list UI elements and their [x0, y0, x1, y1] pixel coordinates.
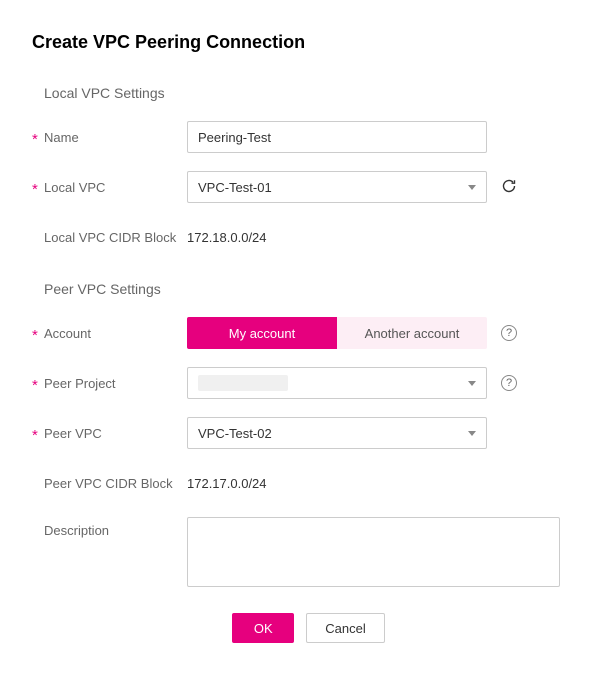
dialog-footer: OK Cancel: [32, 613, 585, 643]
label-name: * Name: [32, 130, 187, 145]
peer-project-select[interactable]: [187, 367, 487, 399]
chevron-down-icon: [468, 381, 476, 386]
peer-vpc-value: VPC-Test-02: [198, 426, 272, 441]
label-peer-vpc-text: Peer VPC: [44, 426, 102, 441]
row-name: * Name: [32, 121, 585, 153]
chevron-down-icon: [468, 185, 476, 190]
label-description: Description: [32, 517, 187, 538]
label-peer-cidr-text: Peer VPC CIDR Block: [44, 476, 173, 491]
refresh-icon[interactable]: [501, 178, 517, 197]
row-account: * Account My account Another account ?: [32, 317, 585, 349]
label-local-vpc: * Local VPC: [32, 180, 187, 195]
help-icon[interactable]: ?: [501, 325, 517, 341]
cancel-button[interactable]: Cancel: [306, 613, 384, 643]
required-icon: *: [32, 378, 44, 393]
my-account-toggle[interactable]: My account: [187, 317, 337, 349]
local-vpc-section-header: Local VPC Settings: [44, 85, 585, 101]
local-cidr-value: 172.18.0.0/24: [187, 230, 267, 245]
label-peer-vpc: * Peer VPC: [32, 426, 187, 441]
chevron-down-icon: [468, 431, 476, 436]
help-icon[interactable]: ?: [501, 375, 517, 391]
account-toggle: My account Another account: [187, 317, 487, 349]
label-peer-cidr: Peer VPC CIDR Block: [32, 476, 187, 491]
local-vpc-select[interactable]: VPC-Test-01: [187, 171, 487, 203]
peer-vpc-select[interactable]: VPC-Test-02: [187, 417, 487, 449]
label-local-cidr: Local VPC CIDR Block: [32, 230, 187, 245]
required-icon: *: [32, 182, 44, 197]
peer-cidr-value: 172.17.0.0/24: [187, 476, 267, 491]
name-input[interactable]: [187, 121, 487, 153]
label-name-text: Name: [44, 130, 79, 145]
row-peer-vpc: * Peer VPC VPC-Test-02: [32, 417, 585, 449]
label-peer-project: * Peer Project: [32, 376, 187, 391]
label-local-cidr-text: Local VPC CIDR Block: [44, 230, 176, 245]
page-title: Create VPC Peering Connection: [32, 32, 585, 53]
label-description-text: Description: [44, 523, 109, 538]
description-textarea[interactable]: [187, 517, 560, 587]
required-icon: *: [32, 428, 44, 443]
row-peer-project: * Peer Project ?: [32, 367, 585, 399]
required-icon: *: [32, 328, 44, 343]
label-account-text: Account: [44, 326, 91, 341]
row-local-vpc: * Local VPC VPC-Test-01: [32, 171, 585, 203]
another-account-toggle[interactable]: Another account: [337, 317, 487, 349]
peer-vpc-section-header: Peer VPC Settings: [44, 281, 585, 297]
row-description: Description: [32, 517, 585, 587]
label-local-vpc-text: Local VPC: [44, 180, 105, 195]
row-local-cidr: Local VPC CIDR Block 172.18.0.0/24: [32, 221, 585, 253]
peer-project-value: [198, 375, 288, 391]
local-vpc-value: VPC-Test-01: [198, 180, 272, 195]
ok-button[interactable]: OK: [232, 613, 294, 643]
row-peer-cidr: Peer VPC CIDR Block 172.17.0.0/24: [32, 467, 585, 499]
label-account: * Account: [32, 326, 187, 341]
label-peer-project-text: Peer Project: [44, 376, 116, 391]
required-icon: *: [32, 132, 44, 147]
